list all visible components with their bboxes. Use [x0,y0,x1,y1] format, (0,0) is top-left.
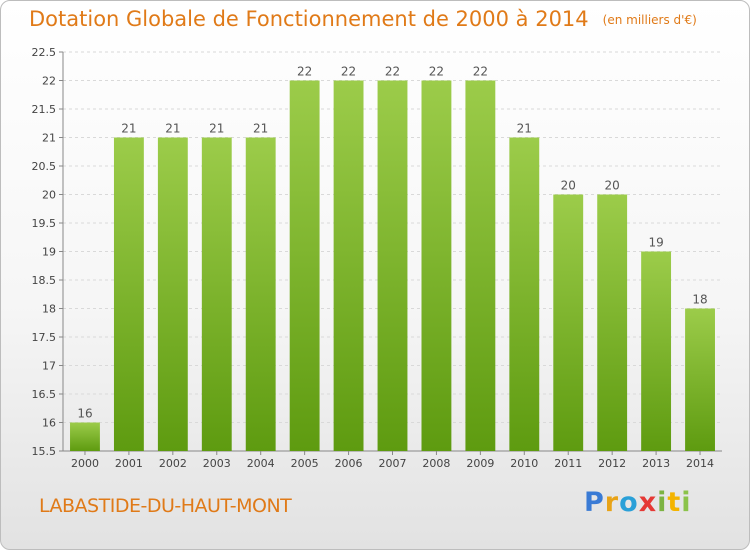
x-tick-label: 2000 [71,457,99,470]
bar [157,137,188,451]
x-tick-label: 2012 [598,457,626,470]
y-tick-label: 20 [42,189,56,202]
x-tick-label: 2014 [686,457,714,470]
logo-letter: t [667,487,682,518]
y-tick-label: 16 [42,417,56,430]
y-tick-label: 22 [42,75,56,88]
logo-letter: o [619,487,639,518]
bar [333,80,364,451]
y-tick-label: 20.5 [32,160,57,173]
bar [421,80,452,451]
data-label: 21 [209,122,224,136]
chart-subtitle: (en milliers d'€) [602,13,697,27]
title-text: Dotation Globale de Fonctionnement de 20… [29,7,589,31]
x-tick-label: 2001 [115,457,143,470]
data-label: 19 [648,236,663,250]
data-label: 21 [165,122,180,136]
y-tick-label: 22.5 [32,46,57,59]
x-tick-label: 2010 [510,457,538,470]
logo-letter: x [638,487,658,518]
proxiti-logo[interactable]: Proxiti [584,487,692,518]
bar [201,137,232,451]
data-label: 22 [385,65,400,79]
bars [70,80,715,451]
y-tick-label: 16.5 [32,388,57,401]
data-label: 22 [341,65,356,79]
y-tick-label: 18.5 [32,274,57,287]
y-tick-label: 21 [42,132,56,145]
bar [641,251,672,451]
bar [685,308,715,451]
bar [289,80,320,451]
data-label: 22 [473,65,488,79]
data-label: 21 [253,122,268,136]
y-tick-label: 17 [42,360,56,373]
y-tick-label: 18 [42,303,56,316]
x-tick-label: 2008 [422,457,450,470]
y-tick-label: 21.5 [32,103,57,116]
data-label: 20 [561,179,576,193]
data-label: 21 [517,122,532,136]
bar [597,194,628,451]
y-tick-label: 15.5 [32,445,57,458]
x-tick-label: 2002 [159,457,187,470]
logo-letter: i [681,487,692,518]
data-labels: 16 21 21 21 21 22 22 22 22 22 21 20 20 19 18 [77,65,707,421]
x-tick-label: 2006 [335,457,363,470]
data-label: 22 [429,65,444,79]
x-tick-label: 2005 [291,457,319,470]
y-tick-label: 17.5 [32,331,57,344]
y-tick-label: 19.5 [32,217,57,230]
y-tick-label: 19 [42,246,56,259]
bar [70,422,100,451]
axes: 15.5 16 16.5 17 17.5 18 18.5 19 19.5 20 20.5 21 21.5… [32,46,722,470]
logo-letter: r [604,487,620,518]
chart-title: Dotation Globale de Fonctionnement de 20… [29,7,697,31]
x-tick-label: 2004 [247,457,275,470]
data-label: 21 [121,122,136,136]
bar [553,194,584,451]
logo-letter: i [657,487,668,518]
x-tick-label: 2003 [203,457,231,470]
bar [245,137,276,451]
logo-letter: P [584,487,605,518]
bar [509,137,540,451]
data-label: 20 [605,179,620,193]
bar [113,137,144,451]
x-tick-label: 2013 [642,457,670,470]
x-tick-label: 2009 [466,457,494,470]
data-label: 18 [692,293,707,307]
bar [377,80,408,451]
data-label: 16 [77,407,92,421]
x-tick-label: 2007 [379,457,407,470]
x-tick-label: 2011 [554,457,582,470]
data-label: 22 [297,65,312,79]
commune-name: LABASTIDE-DU-HAUT-MONT [39,495,292,517]
bar [465,80,496,451]
